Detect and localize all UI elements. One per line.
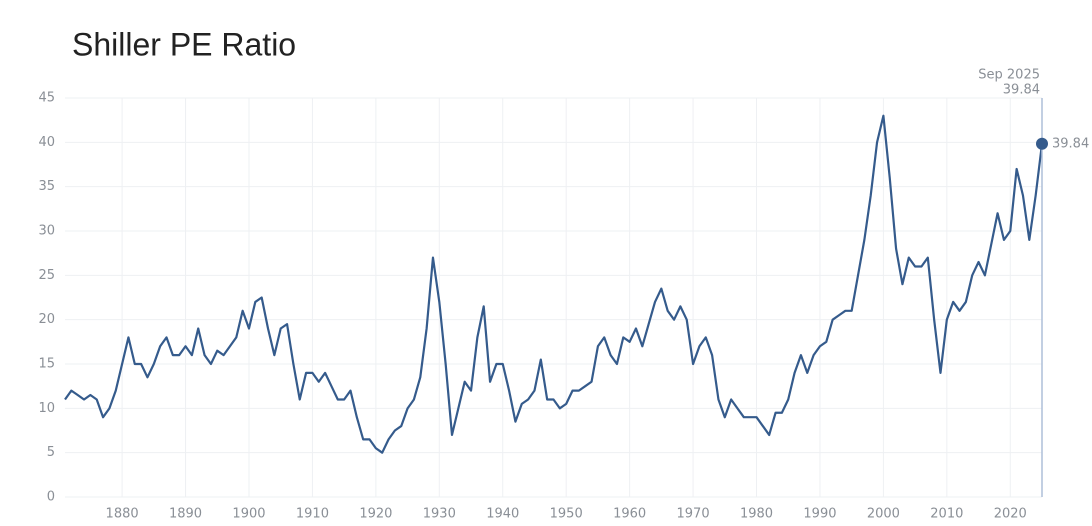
y-tick-label: 25 xyxy=(38,268,55,283)
x-tick-label: 2020 xyxy=(994,507,1027,522)
x-tick-label: 1980 xyxy=(740,507,773,522)
point xyxy=(1036,137,1048,150)
annotation-value: 39.84 xyxy=(1003,83,1040,98)
y-tick-label: 45 xyxy=(38,91,55,106)
y-tick-label: 0 xyxy=(47,490,55,505)
x-tick-label: 1960 xyxy=(613,507,646,522)
x-tick-label: 1950 xyxy=(550,507,583,522)
x-tick-label: 1920 xyxy=(359,507,392,522)
y-tick-label: 40 xyxy=(38,135,55,150)
line xyxy=(64,114,1044,454)
x-tick-label: 2000 xyxy=(867,507,900,522)
x-tick-label: 1930 xyxy=(423,507,456,522)
y-tick-label: 10 xyxy=(38,401,55,416)
x-tick-label: 1900 xyxy=(232,507,265,522)
x-tick-label: 1940 xyxy=(486,507,519,522)
y-tick-label: 30 xyxy=(38,224,55,239)
y-tick-label: 5 xyxy=(47,445,55,460)
y-tick-label: 35 xyxy=(38,179,55,194)
x-tick-label: 1990 xyxy=(803,507,836,522)
x-tick-label: 1970 xyxy=(677,507,710,522)
chart-title: Shiller PE Ratio xyxy=(72,26,296,62)
annotation: Sep 2025 xyxy=(978,68,1040,83)
y-tick-label: 20 xyxy=(38,312,55,327)
x-tick-label: 2010 xyxy=(930,507,963,522)
x-tick-label: 1910 xyxy=(296,507,329,522)
x-tick-label: 1880 xyxy=(106,507,139,522)
x-tick-label: 1890 xyxy=(169,507,202,522)
value-label: 39.84 xyxy=(1052,136,1089,151)
y-tick-label: 15 xyxy=(38,357,55,372)
